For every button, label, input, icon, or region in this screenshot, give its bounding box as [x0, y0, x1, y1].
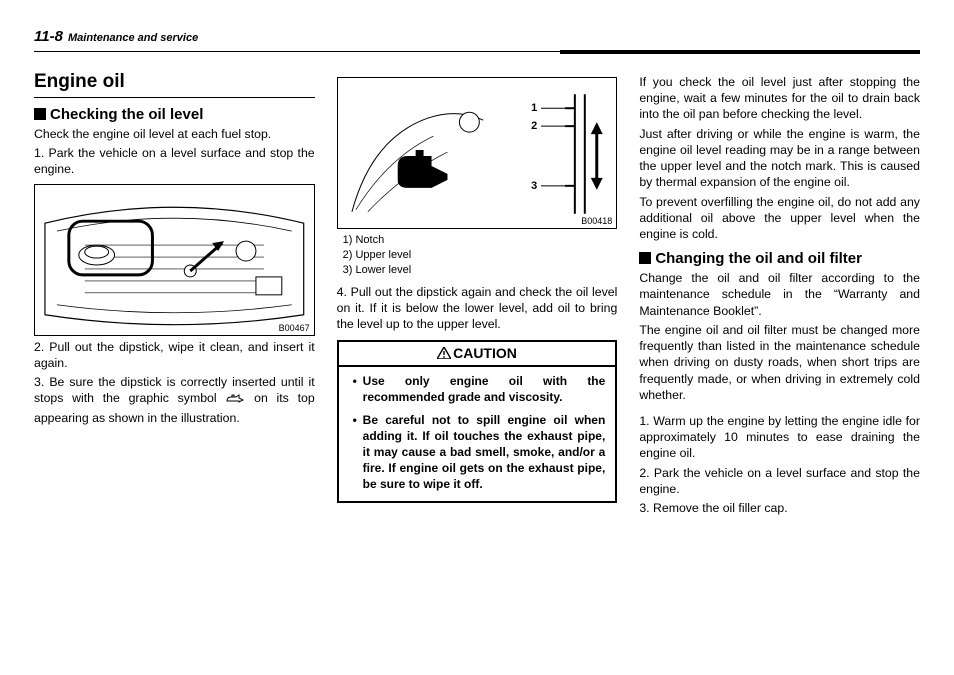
p-step2: 2. Pull out the dipstick, wipe it clean,… — [34, 339, 315, 371]
p-step4: 4. Pull out the dipstick again and check… — [337, 284, 618, 333]
p-step3: 3. Be sure the dipstick is correctly ins… — [34, 374, 315, 426]
p-change-freq: The engine oil and oil filter must be ch… — [639, 322, 920, 403]
oil-can-icon — [225, 393, 245, 409]
legend-2: 2) Upper level — [343, 248, 618, 263]
figure-engine-bay: B00467 — [34, 184, 315, 336]
dip-label-1: 1 — [531, 102, 537, 114]
p-change-intro: Change the oil and oil filter according … — [639, 270, 920, 319]
p-wait: If you check the oil level just after st… — [639, 74, 920, 123]
dip-label-2: 2 — [531, 120, 537, 132]
p-change-3: 3. Remove the oil filler cap. — [639, 500, 920, 516]
figure2-legend: 1) Notch 2) Upper level 3) Lower level — [343, 233, 618, 278]
h2-checking-text: Checking the oil level — [50, 106, 203, 123]
p-warm: Just after driving or while the engine i… — [639, 126, 920, 191]
p-change-2: 2. Park the vehicle on a level surface a… — [639, 465, 920, 497]
p-step1: 1. Park the vehicle on a level surface a… — [34, 145, 315, 177]
figure-dipstick: 1 2 3 B00418 — [337, 77, 618, 229]
figure1-code: B00467 — [279, 323, 310, 333]
h2-changing-text: Changing the oil and oil filter — [655, 250, 862, 267]
h2-changing: Changing the oil and oil filter — [639, 250, 920, 267]
p-check-intro: Check the engine oil level at each fuel … — [34, 126, 315, 142]
h2-checking: Checking the oil level — [34, 106, 315, 123]
header-rule — [34, 51, 920, 55]
section-title: Maintenance and service — [68, 32, 198, 44]
caution-item-1: Use only engine oil with the recommended… — [353, 373, 606, 405]
figure2-code: B00418 — [581, 216, 612, 226]
dip-label-3: 3 — [531, 180, 537, 192]
p-overfill: To prevent overfilling the engine oil, d… — [639, 194, 920, 243]
caution-box: CAUTION Use only engine oil with the rec… — [337, 340, 618, 502]
legend-1: 1) Notch — [343, 233, 618, 248]
p-change-1: 1. Warm up the engine by letting the eng… — [639, 413, 920, 462]
h1-engine-oil: Engine oil — [34, 71, 315, 98]
warning-icon — [437, 346, 451, 362]
caution-item-2: Be careful not to spill engine oil when … — [353, 412, 606, 493]
legend-3: 3) Lower level — [343, 263, 618, 278]
page-number: 11-8 — [34, 28, 63, 45]
caution-title: CAUTION — [453, 345, 517, 361]
